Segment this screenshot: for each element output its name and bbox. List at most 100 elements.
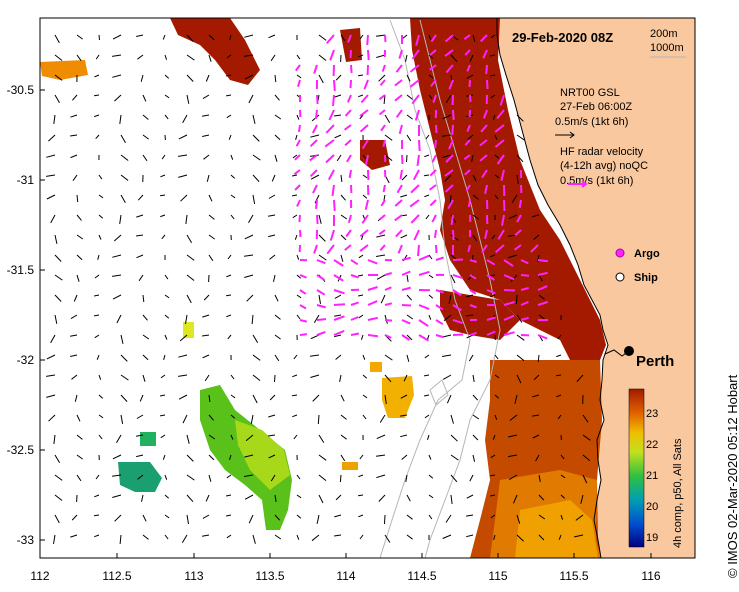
- gsl-vector: [252, 394, 258, 404]
- gsl-vector: [46, 174, 56, 177]
- gsl-vector: [205, 494, 210, 502]
- hf-vector: [444, 34, 454, 43]
- ship-legend-label: Ship: [634, 272, 658, 284]
- gsl-vector: [202, 354, 210, 359]
- hf-vector: [503, 289, 516, 292]
- hf-vector: [395, 64, 403, 73]
- gsl-vector: [202, 94, 210, 100]
- hf-vector: [316, 289, 326, 296]
- gsl-vector: [208, 454, 215, 461]
- hf-vector: [333, 259, 344, 267]
- gsl-vector: [358, 274, 364, 277]
- gsl-vector: [252, 114, 256, 124]
- hf-vector: [469, 289, 477, 295]
- hf-vector: [444, 169, 454, 177]
- gsl-vector: [245, 434, 254, 442]
- gsl-vector: [142, 534, 149, 540]
- gsl-vector: [271, 174, 276, 182]
- gsl-vector: [112, 474, 122, 477]
- gsl-vector: [311, 534, 320, 542]
- gsl-vector: [557, 414, 562, 420]
- gsl-vector: [450, 434, 458, 442]
- gsl-vector: [313, 314, 320, 323]
- gsl-vector: [400, 414, 408, 417]
- gsl-vector: [70, 314, 78, 320]
- hf-vector: [452, 109, 455, 121]
- hf-vector: [333, 303, 346, 306]
- hf-vector: [394, 199, 403, 207]
- gsl-vector: [296, 54, 301, 60]
- hf-vector: [501, 214, 505, 226]
- hf-vector: [466, 64, 471, 72]
- gsl-vector: [428, 74, 434, 79]
- gsl-legend-arrow: [555, 131, 575, 139]
- gsl-vector: [318, 474, 327, 481]
- gsl-vector: [494, 174, 500, 179]
- gsl-vector: [400, 434, 408, 438]
- gsl-vector: [401, 174, 408, 181]
- x-tick-label: 112: [30, 569, 49, 583]
- gsl-vector: [139, 394, 144, 402]
- gsl-vector: [202, 314, 210, 318]
- hf-vector: [333, 329, 345, 336]
- hf-vector: [463, 154, 471, 160]
- gsl-vector: [54, 234, 58, 244]
- gsl-vector: [296, 294, 302, 299]
- hf-vector: [432, 94, 437, 103]
- hf-vector: [520, 274, 530, 277]
- plot-frame: [39, 17, 696, 559]
- gsl-vector: [204, 374, 210, 382]
- gsl-vector: [120, 354, 128, 362]
- gsl-vector: [296, 534, 300, 540]
- gsl-vector: [406, 154, 408, 163]
- gsl-vector: [54, 514, 60, 524]
- gsl-vector: [450, 454, 459, 461]
- hf-vector: [520, 316, 529, 321]
- gsl-vector: [359, 534, 364, 540]
- hf-vector: [452, 333, 464, 336]
- gsl-vector: [428, 474, 434, 479]
- gsl-vector: [250, 414, 254, 424]
- hf-vector: [361, 214, 369, 224]
- hf-vector: [367, 286, 378, 291]
- hf-vector: [418, 270, 430, 276]
- gsl-vector: [472, 374, 475, 382]
- hf-vector: [465, 184, 471, 192]
- gsl-vector: [114, 94, 122, 102]
- hf-radar-vectors: [293, 34, 549, 342]
- gsl-vector: [538, 474, 541, 482]
- gsl-vector: [318, 454, 327, 461]
- gsl-vector: [76, 34, 83, 40]
- gsl-vector: [450, 234, 459, 241]
- gsl-vector: [383, 94, 386, 105]
- gsl-vector: [445, 94, 452, 103]
- gsl-vector: [208, 414, 214, 421]
- hf-vector: [367, 259, 378, 265]
- hf-vector: [537, 259, 549, 263]
- hf-vector: [384, 319, 393, 322]
- gsl-vector: [442, 534, 452, 539]
- sst-orange-patches: [40, 60, 602, 558]
- gsl-vector: [466, 514, 474, 517]
- gsl-vector: [560, 494, 566, 499]
- hf-vector: [333, 199, 336, 212]
- gsl-vector: [296, 114, 300, 120]
- gsl-vector: [516, 334, 525, 341]
- gsl-vector: [136, 254, 144, 259]
- gsl-vector: [516, 534, 524, 542]
- gsl-vector: [94, 314, 100, 317]
- hf-vector: [346, 154, 352, 163]
- gsl-vector: [136, 454, 144, 458]
- gsl-vector: [582, 414, 589, 423]
- gsl-vector: [494, 134, 498, 140]
- gsl-vector: [142, 134, 149, 140]
- gsl-vector: [509, 414, 518, 421]
- gsl-vector: [472, 394, 479, 401]
- hf-vector: [485, 64, 488, 75]
- gsl-vector: [318, 434, 325, 443]
- gsl-vector: [136, 434, 144, 437]
- hf-vector: [513, 244, 522, 251]
- hf-vector: [414, 109, 420, 121]
- hf-vector: [435, 124, 438, 134]
- hf-vector: [299, 289, 307, 295]
